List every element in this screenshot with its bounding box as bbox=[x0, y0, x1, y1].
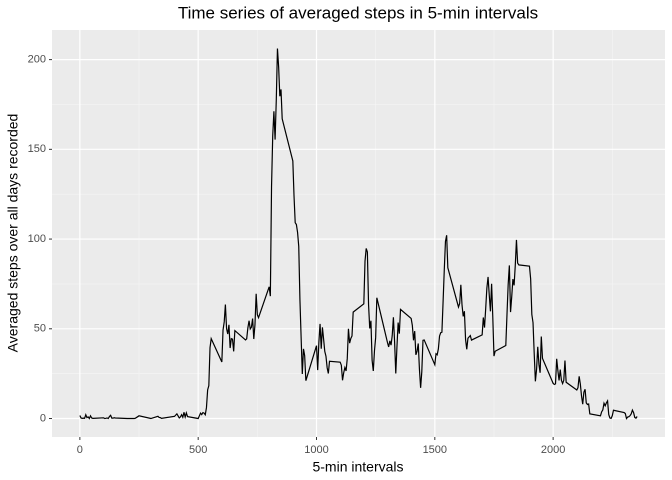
line bbox=[79, 48, 638, 420]
y-tick-label: 100 bbox=[28, 233, 46, 245]
y-tick-label: 150 bbox=[28, 143, 46, 155]
x-tick-label: 2000 bbox=[541, 444, 565, 456]
x-axis-label: 5-min intervals bbox=[312, 459, 403, 475]
chart-title: Time series of averaged steps in 5-min i… bbox=[178, 3, 538, 22]
y-tick-label: 200 bbox=[28, 54, 46, 66]
y-axis-label: Averaged steps over all days recorded bbox=[5, 114, 21, 353]
y-tick-label: 50 bbox=[34, 323, 46, 335]
x-tick-label: 1500 bbox=[423, 444, 447, 456]
x-tick-label: 500 bbox=[189, 444, 207, 456]
x-tick-label: 0 bbox=[77, 444, 83, 456]
y-tick-label: 0 bbox=[40, 412, 46, 424]
x-tick-label: 1000 bbox=[304, 444, 328, 456]
panel bbox=[52, 30, 665, 437]
